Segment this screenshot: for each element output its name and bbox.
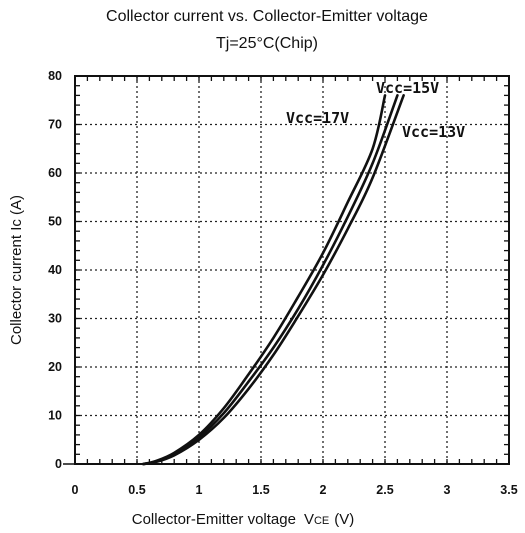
curves [141, 94, 405, 466]
y-tick-label: 70 [48, 118, 62, 132]
y-axis-label: Collector current Ic (A) [8, 195, 25, 345]
x-axis-unit: (V) [334, 511, 354, 528]
x-tick-label: 2 [320, 483, 327, 497]
y-tick-label: 10 [48, 409, 62, 423]
x-tick-label: 1.5 [252, 483, 269, 497]
series-line-2 [141, 94, 405, 466]
y-tick-label: 40 [48, 263, 62, 277]
y-tick-label: 80 [48, 69, 62, 83]
series-label-vcc-17: Vcc=17V [286, 109, 349, 127]
x-axis-ticks: 0 0.5 1 1.5 2 2.5 3 3.5 [63, 76, 518, 497]
series-line-0 [141, 94, 399, 466]
series-line-1 [141, 94, 387, 466]
x-axis-symbol: V [304, 511, 314, 528]
x-axis-subscript: CE [314, 515, 329, 527]
series-label-vcc-15: Vcc=15V [376, 79, 439, 97]
x-tick-label: 3.5 [500, 483, 517, 497]
x-tick-label: 1 [196, 483, 203, 497]
chart-subtitle: Tj=25°C(Chip) [216, 35, 318, 52]
y-tick-label: 20 [48, 360, 62, 374]
y-tick-label: 60 [48, 166, 62, 180]
y-tick-label: 30 [48, 312, 62, 326]
x-axis-label-text: Collector-Emitter voltage [132, 511, 296, 528]
x-tick-label: 3 [444, 483, 451, 497]
y-tick-label: 0 [55, 457, 62, 471]
grid [75, 76, 509, 464]
series-label-vcc-13: Vcc=13V [402, 123, 465, 141]
y-axis-ticks: 0 10 20 30 40 50 60 70 80 [48, 69, 509, 471]
x-tick-label: 2.5 [376, 483, 393, 497]
x-tick-label: 0 [72, 483, 79, 497]
x-tick-label: 0.5 [128, 483, 145, 497]
x-axis-label: Collector-Emitter voltage VCE (V) [132, 511, 355, 528]
y-tick-label: 50 [48, 215, 62, 229]
chart-title: Collector current vs. Collector-Emitter … [106, 8, 428, 25]
